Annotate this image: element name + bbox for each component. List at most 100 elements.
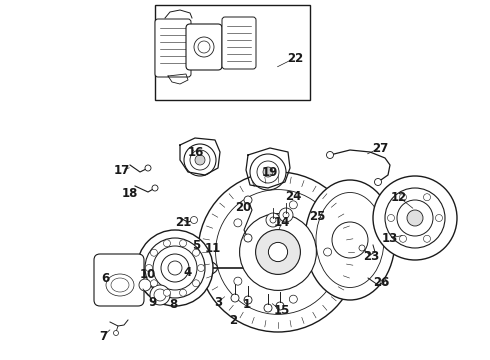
Circle shape — [145, 165, 151, 171]
Circle shape — [289, 201, 297, 209]
Circle shape — [114, 330, 119, 336]
Text: 24: 24 — [285, 189, 301, 202]
Text: 22: 22 — [287, 51, 303, 64]
Circle shape — [399, 194, 407, 201]
Circle shape — [198, 172, 358, 332]
Text: 21: 21 — [175, 216, 191, 229]
Circle shape — [139, 279, 151, 291]
Circle shape — [150, 285, 170, 305]
Text: 16: 16 — [188, 145, 204, 158]
Circle shape — [326, 152, 334, 158]
Text: 14: 14 — [274, 216, 290, 229]
Circle shape — [161, 254, 189, 282]
Circle shape — [374, 179, 382, 185]
Circle shape — [397, 200, 433, 236]
Circle shape — [244, 234, 252, 242]
Text: 1: 1 — [243, 298, 251, 311]
Circle shape — [150, 249, 157, 256]
Circle shape — [332, 222, 368, 258]
Circle shape — [269, 242, 288, 262]
Circle shape — [423, 194, 431, 201]
Circle shape — [150, 280, 157, 287]
Text: 8: 8 — [169, 297, 177, 310]
Text: 23: 23 — [363, 249, 379, 262]
Circle shape — [153, 246, 197, 290]
Ellipse shape — [316, 193, 384, 288]
Circle shape — [197, 265, 204, 271]
Ellipse shape — [305, 180, 395, 300]
FancyBboxPatch shape — [222, 17, 256, 69]
Circle shape — [373, 176, 457, 260]
Circle shape — [198, 41, 210, 53]
Circle shape — [250, 154, 286, 190]
Circle shape — [423, 235, 431, 242]
Text: 11: 11 — [205, 242, 221, 255]
Circle shape — [257, 161, 279, 183]
Circle shape — [256, 230, 300, 274]
Circle shape — [234, 219, 242, 227]
Circle shape — [164, 289, 171, 296]
Circle shape — [193, 249, 199, 256]
Circle shape — [283, 212, 289, 218]
Circle shape — [154, 289, 166, 301]
Circle shape — [388, 215, 394, 221]
Text: 13: 13 — [382, 231, 398, 244]
Circle shape — [263, 167, 273, 177]
Circle shape — [244, 196, 252, 204]
Circle shape — [234, 277, 242, 285]
Text: 15: 15 — [274, 305, 290, 318]
Text: 3: 3 — [214, 297, 222, 310]
Circle shape — [385, 188, 445, 248]
Circle shape — [216, 190, 341, 314]
Circle shape — [381, 279, 387, 285]
Circle shape — [179, 240, 187, 247]
Circle shape — [276, 302, 284, 310]
Text: 2: 2 — [229, 314, 237, 327]
Circle shape — [436, 215, 442, 221]
Circle shape — [146, 265, 152, 271]
Text: 26: 26 — [373, 276, 389, 289]
Text: 19: 19 — [262, 166, 278, 179]
Circle shape — [289, 295, 297, 303]
Circle shape — [195, 155, 205, 165]
Circle shape — [152, 185, 158, 191]
Ellipse shape — [111, 278, 129, 292]
Text: 10: 10 — [140, 269, 156, 282]
Text: 17: 17 — [114, 163, 130, 176]
FancyBboxPatch shape — [94, 254, 144, 306]
Ellipse shape — [106, 274, 134, 296]
Circle shape — [179, 289, 187, 296]
Circle shape — [266, 213, 280, 227]
Circle shape — [270, 217, 276, 223]
Circle shape — [264, 304, 272, 312]
Ellipse shape — [132, 256, 218, 280]
Text: 6: 6 — [101, 271, 109, 284]
FancyBboxPatch shape — [155, 19, 191, 77]
Bar — [155, 5, 310, 100]
Circle shape — [244, 296, 252, 304]
Text: 27: 27 — [372, 141, 388, 154]
Circle shape — [359, 245, 365, 251]
Circle shape — [231, 294, 239, 302]
Text: 25: 25 — [309, 210, 325, 222]
Circle shape — [399, 235, 407, 242]
Text: 9: 9 — [148, 296, 156, 309]
Circle shape — [137, 230, 213, 306]
Circle shape — [193, 280, 199, 287]
Text: 12: 12 — [391, 190, 407, 203]
Text: 7: 7 — [99, 329, 107, 342]
Circle shape — [184, 144, 216, 176]
Circle shape — [279, 208, 293, 222]
Circle shape — [191, 216, 197, 224]
Circle shape — [407, 210, 423, 226]
Circle shape — [323, 248, 332, 256]
Circle shape — [168, 261, 182, 275]
Text: 18: 18 — [122, 186, 138, 199]
Circle shape — [240, 213, 317, 291]
FancyBboxPatch shape — [186, 24, 222, 70]
Text: 5: 5 — [192, 239, 200, 252]
Circle shape — [194, 37, 214, 57]
Circle shape — [145, 238, 205, 298]
Circle shape — [164, 240, 171, 247]
Circle shape — [190, 150, 210, 170]
